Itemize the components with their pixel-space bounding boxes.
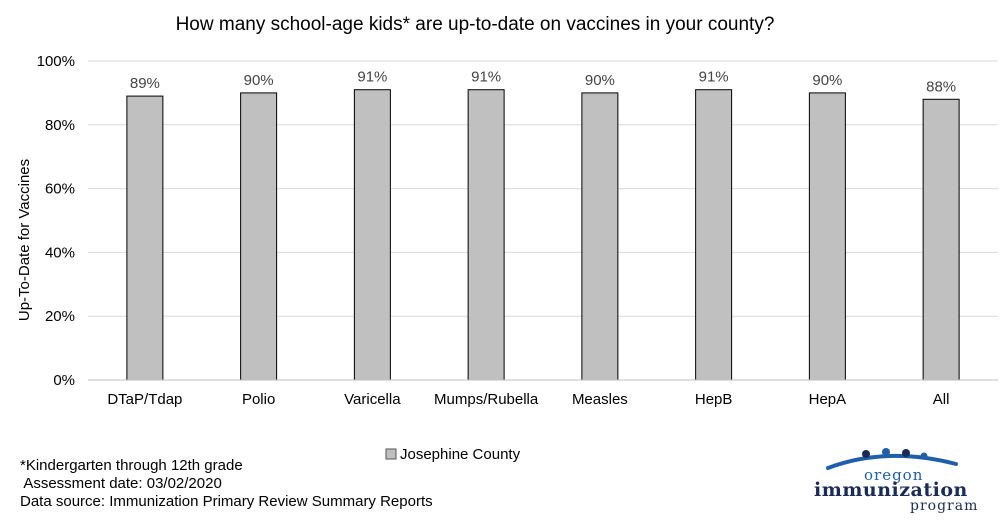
x-category-label: Mumps/Rubella [434, 391, 539, 408]
footnote-assessment-date: Assessment date: 03/02/2020 [20, 475, 222, 492]
bar [353, 89, 391, 381]
x-category-label: Varicella [344, 391, 401, 408]
x-category-label: All [933, 391, 950, 408]
bar [581, 92, 619, 381]
data-label: 88% [926, 78, 956, 95]
legend: Josephine County [385, 446, 521, 463]
footnote-grade: *Kindergarten through 12th grade [20, 457, 243, 474]
x-category-label: Measles [572, 391, 628, 408]
logo-immunization-text: immunization [814, 479, 968, 501]
bar [695, 89, 733, 381]
legend-label: Josephine County [400, 446, 521, 463]
bar [240, 92, 278, 381]
data-label: 90% [585, 72, 615, 89]
data-label: 89% [130, 75, 160, 92]
y-tick-label: 40% [45, 244, 75, 261]
chart-title: How many school-age kids* are up-to-date… [176, 14, 775, 35]
bar [922, 98, 960, 381]
bars: 89% 90% 91% 91% 90% 91% 90% 88% [126, 69, 960, 381]
logo-oregon-text: oregon [864, 466, 924, 484]
x-category-label: HepA [809, 391, 847, 408]
x-category-labels: DTaP/Tdap Polio Varicella Mumps/Rubella Meas… [107, 391, 949, 408]
y-tick-label: 60% [45, 181, 75, 198]
x-category-label: DTaP/Tdap [107, 391, 182, 408]
data-label: 90% [812, 72, 842, 89]
y-tick-labels: 0% 20% 40% 60% 80% 100% [37, 53, 75, 389]
x-category-label: Polio [242, 391, 275, 408]
y-tick-label: 80% [45, 117, 75, 134]
legend-swatch [385, 448, 397, 460]
y-axis-label: Up-To-Date for Vaccines [16, 159, 33, 321]
x-category-label: HepB [695, 391, 733, 408]
logo-program-text: program [910, 498, 979, 514]
y-tick-label: 0% [53, 372, 75, 389]
logo-figures-icon [826, 448, 958, 470]
gridlines [88, 60, 998, 317]
data-label: 91% [471, 69, 501, 86]
y-tick-label: 100% [37, 53, 75, 70]
y-tick-label: 20% [45, 308, 75, 325]
bar [808, 92, 846, 381]
data-label: 91% [357, 69, 387, 86]
oregon-immunization-logo: oregon immunization program [806, 448, 996, 518]
data-label: 90% [244, 72, 274, 89]
bar [126, 95, 164, 381]
data-label: 91% [699, 69, 729, 86]
bar [467, 89, 505, 381]
footnote-data-source: Data source: Immunization Primary Review… [20, 493, 433, 510]
